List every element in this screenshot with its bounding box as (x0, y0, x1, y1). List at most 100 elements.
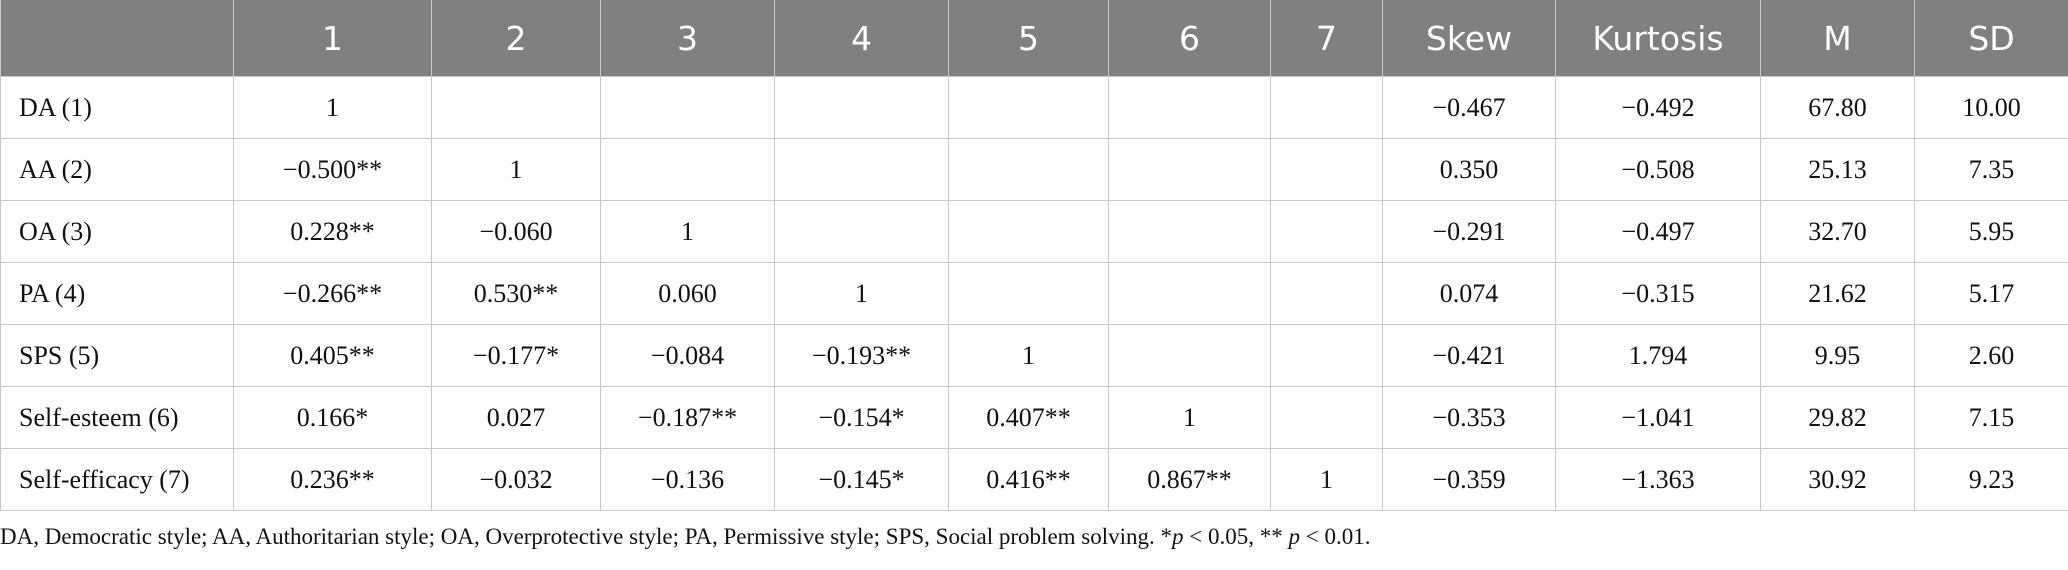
table-cell: −0.177* (431, 324, 601, 387)
table-cell: 30.92 (1760, 448, 1915, 511)
header-cell: 1 (233, 0, 432, 77)
table-cell: 0.236** (233, 448, 432, 511)
table-cell: −0.359 (1382, 448, 1556, 511)
table-cell: −0.291 (1382, 200, 1556, 263)
table-cell: 0.405** (233, 324, 432, 387)
table-cell: 1 (1270, 448, 1383, 511)
table-row: Self-efficacy (7) 0.236** −0.032 −0.136 −0.1… (0, 448, 2068, 511)
table-cell: 67.80 (1760, 76, 1915, 139)
table-cell (1270, 138, 1383, 201)
row-label: OA (3) (0, 200, 234, 263)
table-cell: 9.23 (1914, 448, 2068, 511)
table-cell: −0.500** (233, 138, 432, 201)
table-cell: −0.187** (600, 386, 775, 449)
table-cell: 1 (600, 200, 775, 263)
table-cell (948, 262, 1109, 325)
table-cell (1108, 200, 1271, 263)
table-cell: 0.027 (431, 386, 601, 449)
table-cell: −0.060 (431, 200, 601, 263)
table-cell: −0.421 (1382, 324, 1556, 387)
table-row: SPS (5) 0.405** −0.177* −0.084 −0.193** 1 −0.4… (0, 324, 2068, 387)
table-cell: −0.508 (1555, 138, 1761, 201)
table-cell: 0.350 (1382, 138, 1556, 201)
header-cell: M (1760, 0, 1915, 77)
row-label: Self-efficacy (7) (0, 448, 234, 511)
table-cell: −0.266** (233, 262, 432, 325)
table-cell: 21.62 (1760, 262, 1915, 325)
footnote: DA, Democratic style; AA, Authoritarian … (0, 524, 1371, 550)
table-cell: 1 (948, 324, 1109, 387)
footnote-text: p (1288, 524, 1301, 549)
table-row: Self-esteem (6) 0.166* 0.027 −0.187** −0.154… (0, 386, 2068, 449)
header-cell: Skew (1382, 0, 1556, 77)
table-cell: 2.60 (1914, 324, 2068, 387)
table-cell (1270, 200, 1383, 263)
table-cell: −1.041 (1555, 386, 1761, 449)
table-cell (774, 200, 949, 263)
footnote-text: p (1172, 524, 1184, 549)
table-cell (600, 138, 775, 201)
table-cell: 9.95 (1760, 324, 1915, 387)
row-label: Self-esteem (6) (0, 386, 234, 449)
table-cell: 1 (233, 76, 432, 139)
header-cell: 7 (1270, 0, 1383, 77)
table-cell (1270, 386, 1383, 449)
table-cell (1108, 262, 1271, 325)
table-cell: 0.060 (600, 262, 775, 325)
footnote-text: < 0.05, ** (1183, 524, 1289, 549)
table-cell (774, 76, 949, 139)
header-cell: SD (1914, 0, 2068, 77)
table-cell: 25.13 (1760, 138, 1915, 201)
table-cell: −0.497 (1555, 200, 1761, 263)
header-cell: 3 (600, 0, 775, 77)
table-cell (1108, 324, 1271, 387)
table-row: PA (4) −0.266** 0.530** 0.060 1 0.074 −0.315 21… (0, 262, 2068, 325)
table-cell (600, 76, 775, 139)
table-body: DA (1) 1 −0.467 −0.492 67.80 10.00 AA (2) −0.50… (0, 76, 2068, 511)
header-cell: Kurtosis (1555, 0, 1761, 77)
table-cell: −0.467 (1382, 76, 1556, 139)
table-cell: −0.032 (431, 448, 601, 511)
correlation-table: 1 2 3 4 5 6 7 Skew Kurtosis M SD DA (1) 1 −0.467 −0.4… (0, 0, 2068, 511)
table-cell: 5.95 (1914, 200, 2068, 263)
table-cell: 1 (431, 138, 601, 201)
table-cell: 1 (1108, 386, 1271, 449)
footnote-text: < 0.01. (1300, 524, 1371, 549)
table-cell: −0.353 (1382, 386, 1556, 449)
header-cell: 4 (774, 0, 949, 77)
header-cell: 6 (1108, 0, 1271, 77)
table-cell (948, 76, 1109, 139)
table-row: DA (1) 1 −0.467 −0.492 67.80 10.00 (0, 76, 2068, 139)
table-cell (774, 138, 949, 201)
row-label: SPS (5) (0, 324, 234, 387)
table-cell: −0.154* (774, 386, 949, 449)
footnote-text: DA, Democratic style; AA, Authoritarian … (0, 524, 1173, 549)
table-cell: 0.867** (1108, 448, 1271, 511)
table-cell (431, 76, 601, 139)
header-cell (0, 0, 234, 77)
table-cell: −0.193** (774, 324, 949, 387)
table-cell: 29.82 (1760, 386, 1915, 449)
table-cell: 0.166* (233, 386, 432, 449)
table-cell: 5.17 (1914, 262, 2068, 325)
table-cell (948, 138, 1109, 201)
header-cell: 2 (431, 0, 601, 77)
table-cell: 0.530** (431, 262, 601, 325)
table-cell: −0.492 (1555, 76, 1761, 139)
row-label: DA (1) (0, 76, 234, 139)
table-cell (1270, 324, 1383, 387)
row-label: PA (4) (0, 262, 234, 325)
table-cell: 10.00 (1914, 76, 2068, 139)
table-cell (1270, 262, 1383, 325)
row-label: AA (2) (0, 138, 234, 201)
table-row: AA (2) −0.500** 1 0.350 −0.508 25.13 7.35 (0, 138, 2068, 201)
table-cell: 7.15 (1914, 386, 2068, 449)
table-cell (1108, 76, 1271, 139)
table-cell: −0.315 (1555, 262, 1761, 325)
table-cell: −1.363 (1555, 448, 1761, 511)
table-cell (948, 200, 1109, 263)
table-cell (1270, 76, 1383, 139)
table-cell: 0.074 (1382, 262, 1556, 325)
header-row: 1 2 3 4 5 6 7 Skew Kurtosis M SD (0, 0, 2068, 77)
